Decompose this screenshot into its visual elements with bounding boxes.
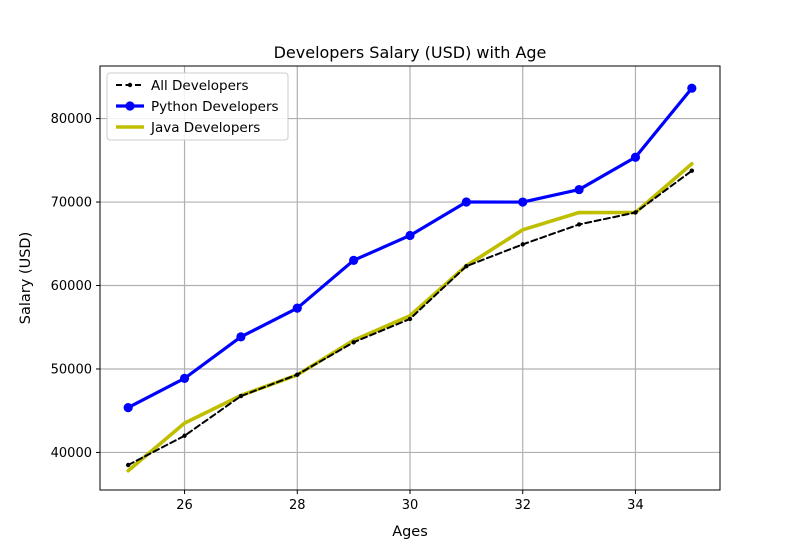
series-python-developers [123,83,697,413]
x-axis-label: Ages [392,524,428,540]
series-layer [123,83,697,473]
y-tick-label: 80000 [51,112,92,127]
legend-label: All Developers [151,78,249,94]
y-tick-label: 40000 [51,446,92,461]
y-tick-label: 50000 [51,362,92,377]
legend-label: Java Developers [150,120,260,136]
data-point [405,230,415,241]
data-point [351,340,356,345]
x-tick-label: 30 [402,498,419,513]
x-tick-label: 34 [627,498,644,513]
data-point [407,316,413,322]
data-point [125,462,131,468]
data-point [461,197,471,207]
x-tick-label: 32 [514,498,531,513]
data-point [179,373,190,383]
data-point [182,433,187,438]
series-line [126,162,694,473]
y-axis-label: Salary (USD) [18,232,34,324]
legend-item: Java Developers [116,120,260,136]
data-point [574,184,584,195]
data-point [292,303,302,313]
data-point [123,403,133,413]
data-point [689,168,695,173]
series-all-developers [125,168,695,468]
legend-marker [125,101,135,111]
data-point [295,372,300,377]
y-tick-label: 60000 [51,279,92,294]
x-tick-label: 26 [176,498,193,513]
x-tick-label: 28 [289,498,306,513]
legend-box [106,72,289,141]
chart-title: Developers Salary (USD) with Age [274,43,547,62]
legend-item: All Developers [116,78,249,94]
data-point [464,263,469,269]
data-point [633,210,638,215]
legend-label: Python Developers [151,99,279,115]
data-point [576,222,582,227]
grid-layer [100,66,720,490]
legend-item: Python Developers [116,99,279,115]
series-java-developers [126,162,694,473]
data-point [630,152,641,162]
tick-layer: 26 28 30 32 34 40000 50000 60000 70000 80000 [51,112,644,513]
data-point [349,255,359,265]
data-point [236,332,246,342]
data-point [238,393,244,399]
y-tick-label: 70000 [51,196,92,211]
legend: All Developers Python Developers Java Deve… [106,72,289,141]
data-point [520,242,525,247]
legend-marker [127,82,133,88]
data-point [518,197,528,207]
data-point [687,83,697,93]
